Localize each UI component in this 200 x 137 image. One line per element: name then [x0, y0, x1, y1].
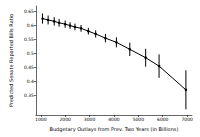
svg-text:0.35: 0.35 — [24, 93, 34, 98]
svg-text:7000: 7000 — [181, 117, 193, 122]
svg-text:2000: 2000 — [59, 117, 71, 122]
svg-text:3000: 3000 — [84, 117, 96, 122]
svg-text:Predicted Senate Reported Bill: Predicted Senate Reported Bills Ratio — [8, 14, 15, 107]
svg-text:6000: 6000 — [157, 117, 169, 122]
svg-text:0.4: 0.4 — [27, 79, 34, 84]
svg-text:0.65: 0.65 — [24, 9, 34, 14]
svg-text:5000: 5000 — [133, 117, 145, 122]
svg-text:4000: 4000 — [108, 117, 120, 122]
svg-text:0.6: 0.6 — [27, 23, 34, 28]
svg-text:Budgetary Outlays from Prev. T: Budgetary Outlays from Prev. Two Years (… — [50, 126, 179, 133]
svg-text:0.45: 0.45 — [24, 65, 34, 70]
svg-text:0.5: 0.5 — [27, 51, 34, 56]
svg-text:1000: 1000 — [35, 117, 47, 122]
svg-text:0.55: 0.55 — [24, 37, 34, 42]
